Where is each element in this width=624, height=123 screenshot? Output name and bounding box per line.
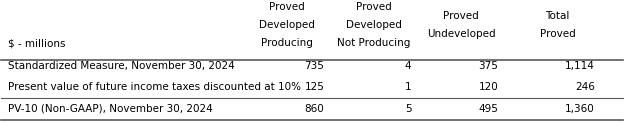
Text: Proved: Proved	[270, 2, 305, 12]
Text: Developed: Developed	[259, 20, 315, 30]
Text: 375: 375	[479, 61, 499, 71]
Text: 1,360: 1,360	[565, 104, 595, 114]
Text: 1,114: 1,114	[565, 61, 595, 71]
Text: Total: Total	[545, 11, 570, 21]
Text: 495: 495	[479, 104, 499, 114]
Text: 4: 4	[405, 61, 411, 71]
Text: 5: 5	[405, 104, 411, 114]
Text: Present value of future income taxes discounted at 10%: Present value of future income taxes dis…	[7, 82, 301, 92]
Text: 120: 120	[479, 82, 499, 92]
Text: 246: 246	[575, 82, 595, 92]
Text: Not Producing: Not Producing	[338, 38, 411, 48]
Text: 1: 1	[405, 82, 411, 92]
Text: $ - millions: $ - millions	[7, 38, 65, 48]
Text: Undeveloped: Undeveloped	[427, 29, 495, 38]
Text: Standardized Measure, November 30, 2024: Standardized Measure, November 30, 2024	[7, 61, 235, 71]
Text: 860: 860	[305, 104, 324, 114]
Text: Proved: Proved	[443, 11, 479, 21]
Text: 735: 735	[305, 61, 324, 71]
Text: 125: 125	[305, 82, 324, 92]
Text: PV-10 (Non-GAAP), November 30, 2024: PV-10 (Non-GAAP), November 30, 2024	[7, 104, 212, 114]
Text: Developed: Developed	[346, 20, 402, 30]
Text: Producing: Producing	[261, 38, 313, 48]
Text: Proved: Proved	[356, 2, 392, 12]
Text: Proved: Proved	[540, 29, 575, 38]
